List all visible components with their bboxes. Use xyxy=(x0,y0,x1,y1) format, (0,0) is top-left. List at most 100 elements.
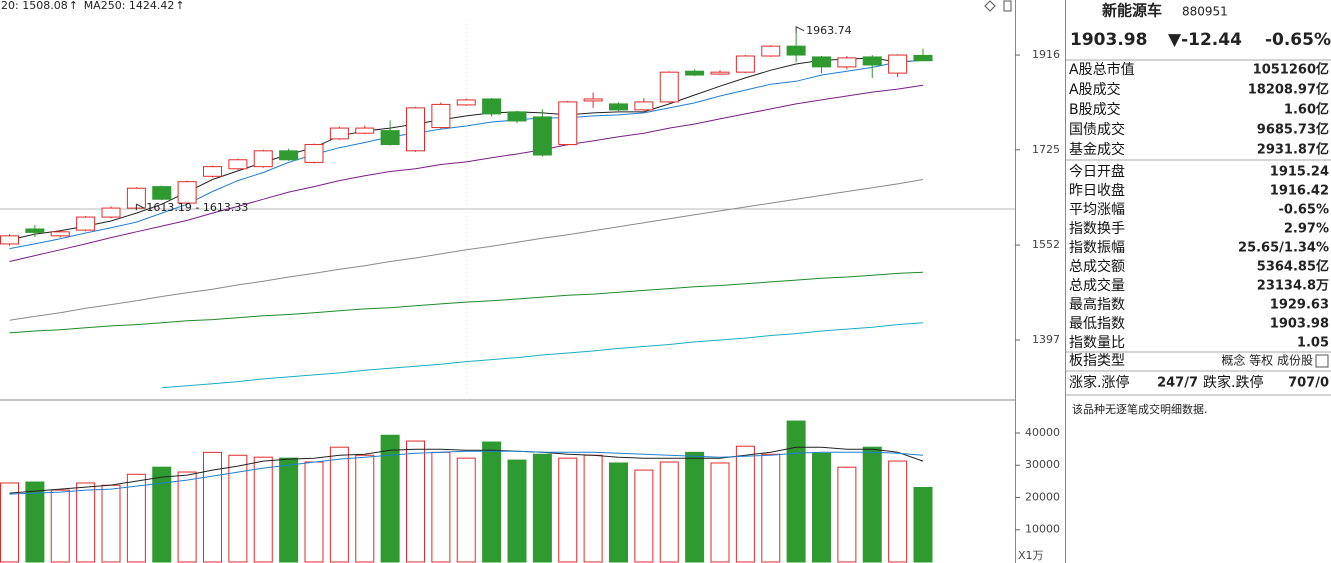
candle-body xyxy=(659,71,679,103)
volume-bar xyxy=(152,466,172,563)
stat-value: 25.65/1.34% xyxy=(1238,241,1329,256)
candle-body xyxy=(0,235,19,245)
volume-bar xyxy=(685,451,705,563)
breadth-value: 707/0 xyxy=(1288,376,1329,391)
y-tick-label: 1397 xyxy=(1032,333,1060,346)
volume-bar xyxy=(710,462,730,563)
volume-bar xyxy=(888,460,908,563)
volume-bar xyxy=(837,466,857,563)
volume-average-line xyxy=(9,446,924,494)
breadth-value: 247/7 xyxy=(1157,376,1198,391)
moving-average-line xyxy=(9,57,924,241)
constituents-icon[interactable] xyxy=(1315,354,1329,368)
volume-bar xyxy=(431,451,451,563)
volume-bar xyxy=(126,473,146,563)
candle-body xyxy=(888,54,908,74)
stat-value: 9685.73亿 xyxy=(1257,122,1329,138)
volume-bar xyxy=(634,469,654,563)
stat-label: 板指类型 xyxy=(1069,353,1125,369)
stat-label: 总成交量 xyxy=(1069,277,1125,294)
stat-label: 指数振幅 xyxy=(1069,240,1125,256)
candle-body xyxy=(634,101,654,111)
candle-body xyxy=(583,98,603,102)
y-tick-label: 1725 xyxy=(1032,143,1060,156)
candle-body xyxy=(177,181,197,204)
moving-average-line xyxy=(9,271,924,334)
candle-body xyxy=(735,55,755,73)
volume-bar xyxy=(228,454,248,563)
stat-value: 1.60亿 xyxy=(1284,102,1329,118)
volume-bar xyxy=(203,451,222,563)
stat-label: 今日开盘 xyxy=(1069,163,1125,180)
stat-label: 指数换手 xyxy=(1069,220,1125,237)
volume-bar xyxy=(253,456,273,563)
volume-bar xyxy=(279,457,299,563)
index-name: 新能源车 xyxy=(1102,2,1162,20)
y-tick-label: 1552 xyxy=(1032,238,1060,251)
candle-body xyxy=(456,99,476,106)
candle-body xyxy=(532,116,552,156)
candle-body xyxy=(406,107,425,152)
stat-label: 平均涨幅 xyxy=(1069,202,1125,218)
candle-body xyxy=(710,71,730,75)
volume-bar xyxy=(25,481,45,563)
stat-label: 总成交额 xyxy=(1069,258,1125,275)
volume-bar xyxy=(380,434,400,563)
volume-bar xyxy=(659,461,679,563)
volume-bar xyxy=(456,457,476,563)
candle-body xyxy=(76,216,96,231)
candle-body xyxy=(279,150,299,161)
change-percent: -0.65% xyxy=(1265,30,1331,50)
layout-icon[interactable] xyxy=(1003,0,1012,12)
stat-label: 基金成交 xyxy=(1069,141,1125,158)
y-tick-label: 1916 xyxy=(1032,48,1060,61)
moving-average-line xyxy=(9,84,924,262)
y-tick-label: 10000 xyxy=(1025,523,1060,536)
y-tick-label: 20000 xyxy=(1025,490,1060,503)
annotation: 1613.19 - 1613.33 xyxy=(146,201,248,214)
candle-body xyxy=(786,45,806,56)
stat-label: 最低指数 xyxy=(1069,316,1125,332)
stat-value: 1916.42 xyxy=(1270,184,1329,199)
candle-body xyxy=(304,144,324,163)
volume-average-line xyxy=(9,450,924,495)
stat-value: 5364.85亿 xyxy=(1257,259,1329,275)
stat-label: 最高指数 xyxy=(1069,296,1125,313)
y-tick-label: 30000 xyxy=(1025,458,1060,471)
candle-body xyxy=(355,127,375,134)
volume-bar xyxy=(76,482,96,563)
stat-label: A股总市值 xyxy=(1069,61,1135,78)
candle-body xyxy=(761,45,781,57)
price-change: ▼-12.44 xyxy=(1168,30,1242,50)
candle-body xyxy=(507,111,527,122)
volume-bar xyxy=(355,454,375,563)
volume-bar xyxy=(532,453,552,563)
stat-label: B股成交 xyxy=(1069,101,1121,118)
candle-body xyxy=(913,54,933,62)
stat-value: 1051260亿 xyxy=(1253,62,1329,78)
unit-label: X1万 xyxy=(1018,549,1044,562)
volume-bar xyxy=(101,484,121,563)
stat-label: 国债成交 xyxy=(1069,121,1125,138)
volume-bar xyxy=(786,420,806,563)
trend-arrow: ↑ xyxy=(69,0,78,12)
indicator-label: MA250: 1424.42 xyxy=(84,0,175,12)
stat-value: 2.97% xyxy=(1284,222,1329,237)
stat-value: 1929.63 xyxy=(1270,298,1329,313)
draw-tool-icon[interactable] xyxy=(984,0,996,12)
volume-bar xyxy=(862,446,882,563)
moving-average-line xyxy=(9,179,924,321)
candle-body xyxy=(253,150,273,168)
candle-body xyxy=(228,159,248,170)
volume-bar xyxy=(50,489,70,563)
annotation-pointer xyxy=(795,26,805,33)
stat-value: 23134.8万 xyxy=(1257,279,1329,294)
candle-body xyxy=(812,56,831,68)
trend-arrow: ↑ xyxy=(175,0,184,12)
last-price: 1903.98 xyxy=(1070,30,1147,50)
candle-body xyxy=(558,101,578,146)
candle-body xyxy=(380,130,400,146)
annotation-pointer xyxy=(135,203,145,211)
volume-bar xyxy=(507,459,527,563)
volume-bar xyxy=(609,462,628,563)
